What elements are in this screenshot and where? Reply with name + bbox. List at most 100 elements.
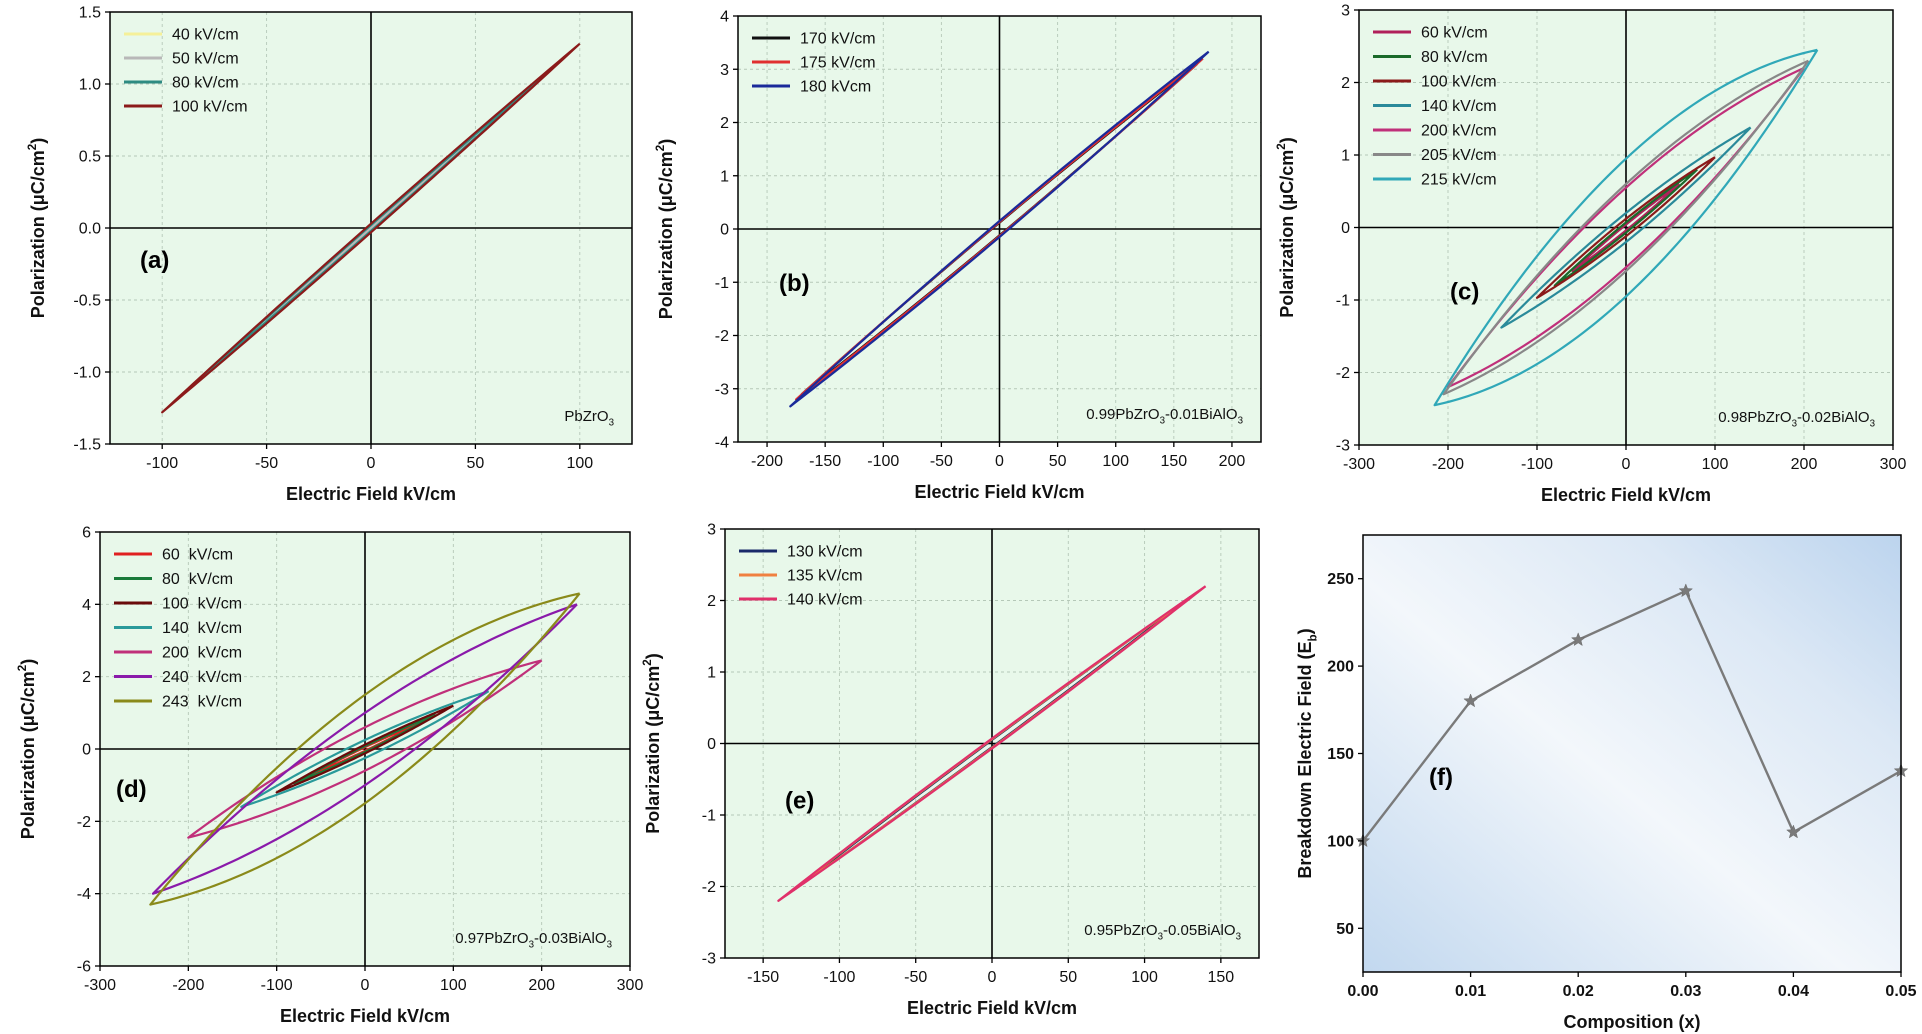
legend-entry: 140 kV/cm [162,620,242,637]
x-tick-label: 200 [1791,456,1818,473]
y-tick-label: -2 [702,879,716,896]
x-tick-label: 50 [1049,453,1067,470]
legend: 60 kV/cm 80 kV/cm 100 kV/cm 140 kV/cm 200 kV… [1373,25,1497,189]
loop-100-kV-cm [275,704,454,794]
y-tick-label: 0 [82,742,91,759]
data-point-star [1570,632,1586,647]
x-tick-label: 0.04 [1778,983,1809,1000]
loop-140-kV-cm [240,690,490,808]
x-tick-label: -50 [255,455,278,472]
x-tick-label: 0.00 [1347,983,1378,1000]
y-tick-label: -2 [1336,365,1350,382]
y-tick-label: 0 [720,222,729,239]
y-tick-label: 200 [1327,659,1354,676]
y-tick-label: 0 [707,736,716,753]
x-axis-title: Electric Field kV/cm [914,482,1084,502]
legend: 170 kV/cm 175 kV/cm 180 kVcm [752,31,876,96]
y-axis-title: Polarization (μC/cm2) [641,653,663,834]
x-tick-label: 0.01 [1455,983,1486,1000]
y-tick-label: 50 [1336,921,1354,938]
loop-180-kVcm [789,50,1210,408]
y-tick-label: -1.0 [73,365,101,382]
y-tick-label: 2 [720,115,729,132]
loop-140-kV-cm [777,585,1207,902]
loop-240-kV-cm [151,603,578,895]
legend-entry: 180 kVcm [800,79,871,96]
x-tick-label: -150 [747,969,779,986]
composition-annotation: 0.95PbZrO3-0.05BiAlO3 [1084,922,1241,943]
legend-entry: 130 kV/cm [787,544,863,561]
loop-205-kV-cm [1442,59,1810,396]
y-tick-label: 2 [1341,75,1350,92]
y-tick-label: -4 [715,435,729,452]
loop-215-kV-cm [1433,48,1819,407]
y-tick-label: 3 [1341,3,1350,20]
x-tick-label: -50 [904,969,927,986]
y-tick-label: -1.5 [73,437,101,454]
loop-100-kV-cm [161,42,581,414]
x-tick-label: 0.02 [1563,983,1594,1000]
y-tick-label: 1 [707,665,716,682]
x-tick-label: -100 [261,977,293,994]
legend-entry: 140 kV/cm [787,592,863,609]
y-axis-title: Polarization (μC/cm2) [1275,137,1297,318]
legend-entry: 80 kV/cm [1421,49,1488,66]
y-tick-label: 1.0 [79,77,101,94]
legend: 60 kV/cm 80 kV/cm 100 kV/cm 140 kV/cm 200 kV… [114,547,242,711]
y-tick-label: 0 [1341,220,1350,237]
y-tick-label: -6 [77,959,91,976]
x-tick-label: -200 [1432,456,1464,473]
y-tick-label: -2 [715,328,729,345]
composition-annotation: 0.97PbZrO3-0.03BiAlO3 [455,930,612,951]
x-tick-label: 100 [1131,969,1158,986]
y-tick-label: -1 [715,275,729,292]
legend-entry: 80 kV/cm [172,75,239,92]
x-tick-label: 0 [988,969,997,986]
y-tick-label: 150 [1327,746,1354,763]
x-tick-label: 0 [367,455,376,472]
x-tick-label: -200 [751,453,783,470]
legend: 40 kV/cm 50 kV/cm 80 kV/cm 100 kV/cm [124,27,248,116]
x-tick-label: 300 [1880,456,1907,473]
x-tick-label: 150 [1208,969,1235,986]
loop-60-kV-cm [1571,183,1681,273]
y-tick-label: -0.5 [73,293,101,310]
y-tick-label: -3 [715,381,729,398]
x-tick-label: 50 [467,455,485,472]
x-tick-label: 50 [1059,969,1077,986]
x-tick-label: -300 [84,977,116,994]
y-tick-label: 1.5 [79,5,101,22]
y-tick-label: 1 [1341,148,1350,165]
x-tick-label: -200 [172,977,204,994]
y-tick-label: 6 [82,525,91,542]
x-tick-label: 0 [361,977,370,994]
panel-label: (b) [779,270,810,297]
y-tick-label: -3 [702,951,716,968]
legend-entry: 135 kV/cm [787,568,863,585]
y-tick-label: 3 [720,62,729,79]
x-tick-label: 200 [1219,453,1246,470]
y-tick-label: 0.0 [79,221,101,238]
x-axis-title: Electric Field kV/cm [1541,485,1711,505]
x-tick-label: -100 [867,453,899,470]
composition-annotation: 0.99PbZrO3-0.01BiAlO3 [1086,406,1243,427]
y-tick-label: -3 [1336,438,1350,455]
panel-label: (f) [1429,764,1453,791]
x-tick-label: -100 [823,969,855,986]
chart-panel-2: -200 -150 -100 -50 0 50 100 150 200 -4 -3 -2 -1 0 1 2 3 4… [654,9,1262,502]
x-tick-label: 100 [1102,453,1129,470]
x-tick-label: 0.03 [1670,983,1701,1000]
legend-entry: 175 kV/cm [800,55,876,72]
breakdown-line [1362,589,1902,842]
y-tick-label: -1 [702,808,716,825]
x-tick-label: -100 [1521,456,1553,473]
chart-panel-4: -300 -200 -100 0 100 200 300 -6 -4 -2 0 2 4 6 Electric… [16,525,644,1027]
y-tick-label: 100 [1327,833,1354,850]
loop-140-kV-cm [1500,126,1752,329]
legend-entry: 200 kV/cm [1421,123,1497,140]
y-axis-title: Breakdown Electric Field (Eb) [1295,628,1319,878]
panel-label: (c) [1450,279,1479,306]
y-axis-title: Polarization (μC/cm2) [16,659,38,840]
x-tick-label: 0.05 [1885,983,1916,1000]
x-tick-label: 0 [995,453,1004,470]
